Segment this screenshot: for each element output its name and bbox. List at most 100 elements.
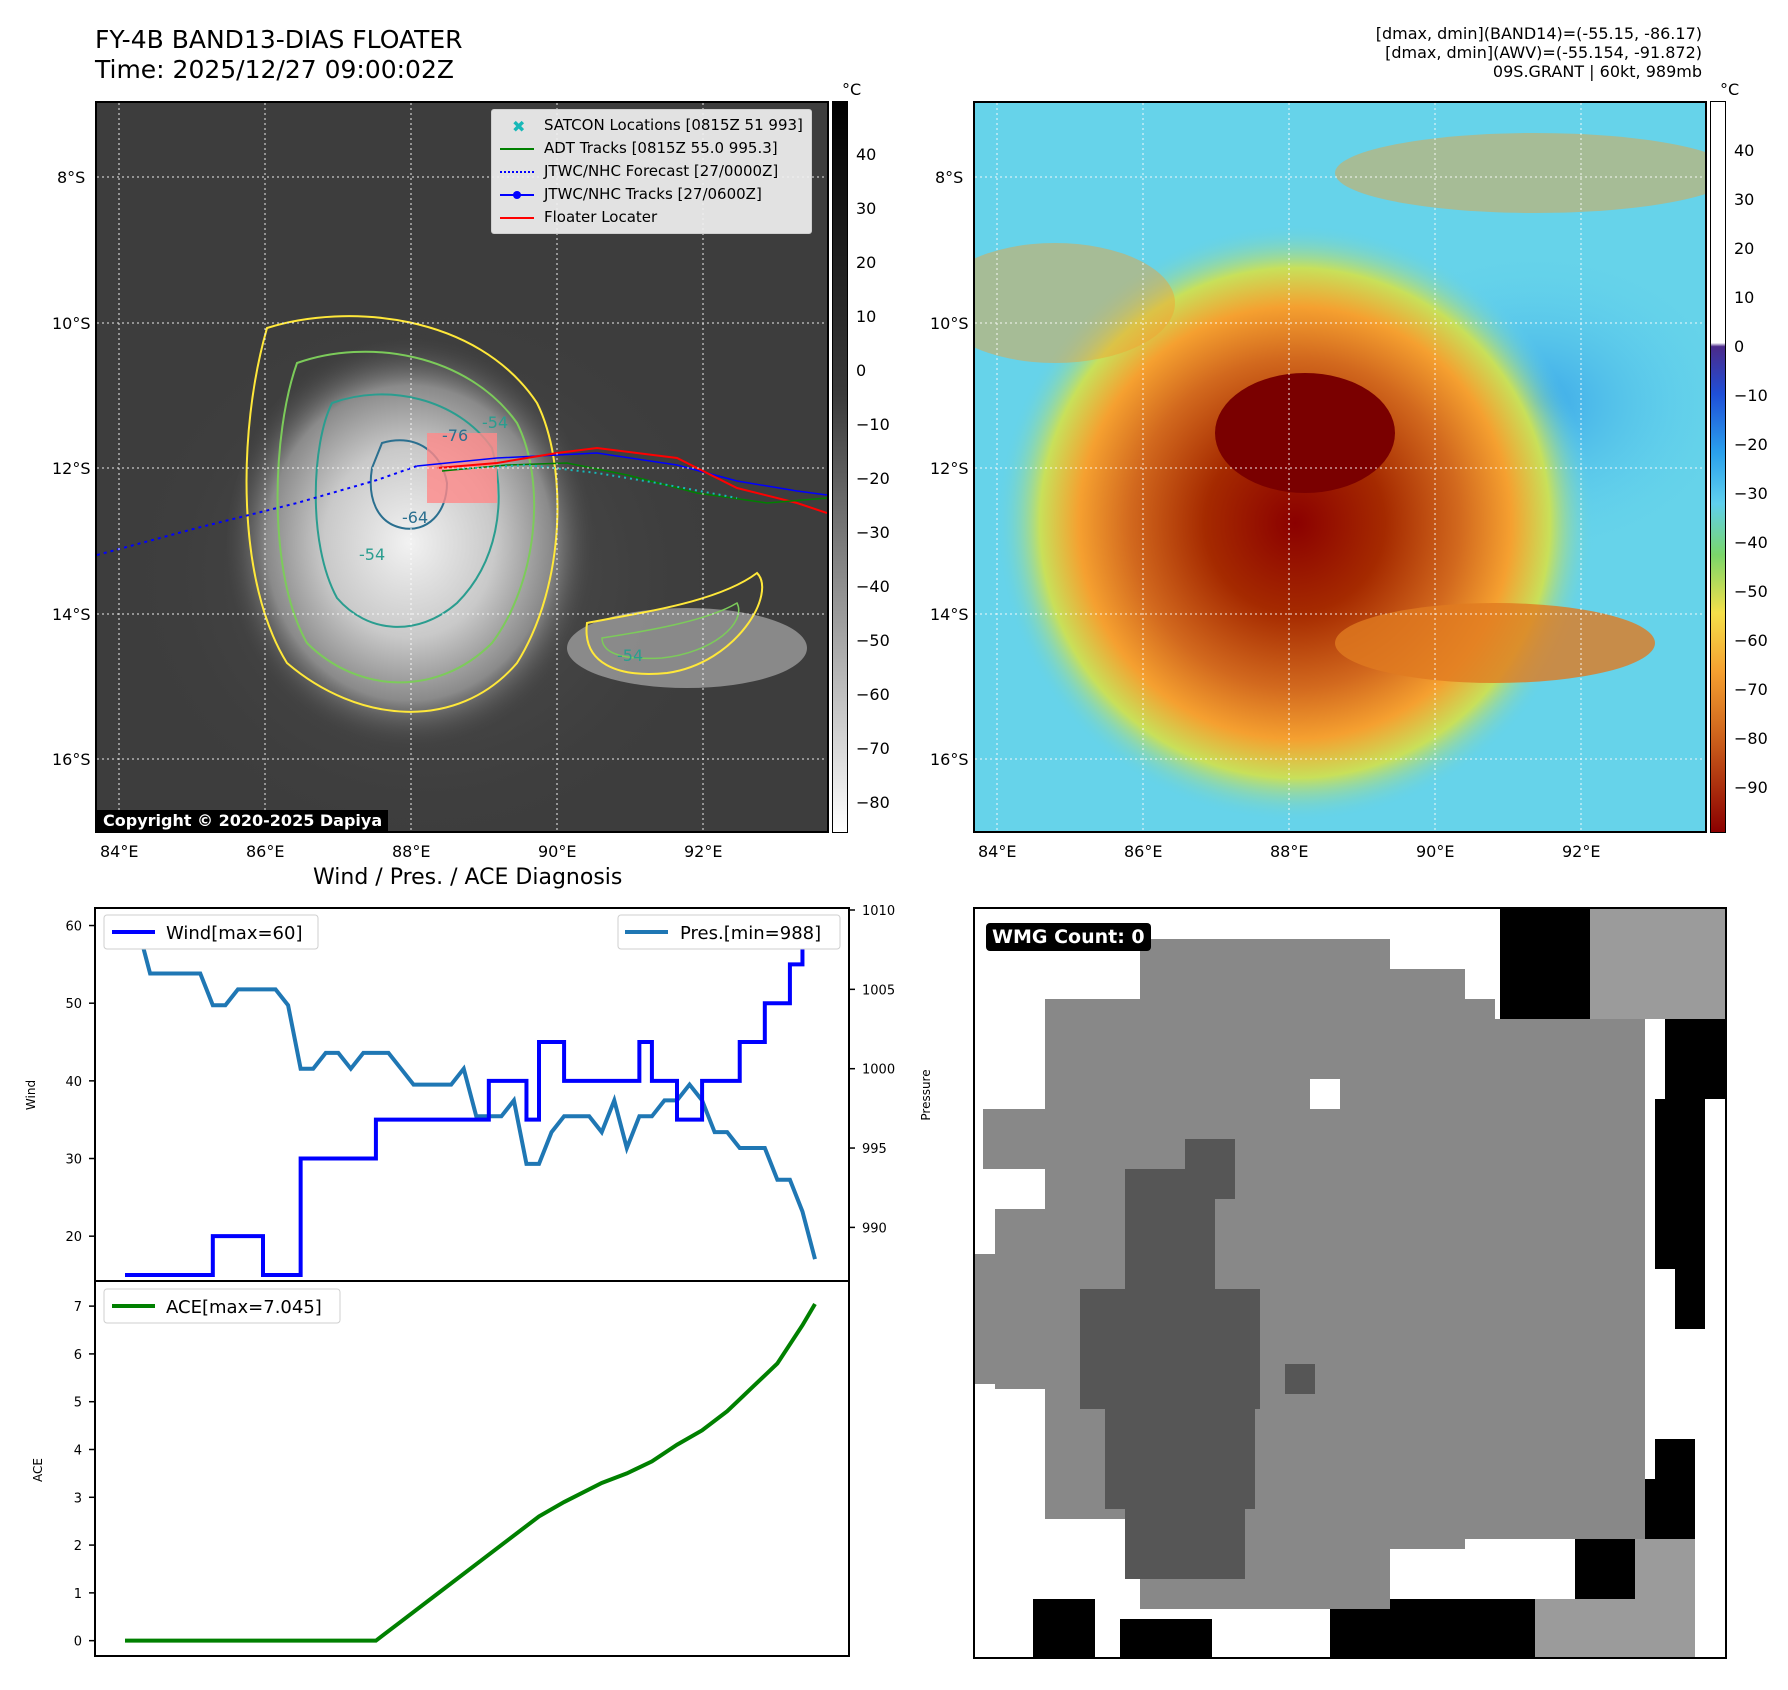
colorbar-tick: 0 <box>856 361 867 380</box>
lon-tick: 90°E <box>538 842 577 861</box>
wmg-svg <box>975 909 1725 1657</box>
wmg-light-gray-blocks <box>1535 909 1725 1657</box>
axis-tick-label: 60 <box>65 920 82 935</box>
contour-green <box>276 350 536 684</box>
axis-tick-label: 5 <box>74 1396 82 1411</box>
wind-axis-ticks: 20 30 40 50 60 <box>65 920 95 1245</box>
legend-item-jtwc-tracks: JTWC/NHC Tracks [27/0600Z] <box>500 183 803 206</box>
colorbar-tick: 40 <box>856 145 877 164</box>
contour-label: -76 <box>442 426 468 445</box>
lon-tick: 88°E <box>392 842 431 861</box>
lon-tick: 92°E <box>684 842 723 861</box>
axis-tick-label: 20 <box>65 1230 82 1245</box>
legend-item-jtwc-forecast: JTWC/NHC Forecast [27/0000Z] <box>500 160 803 183</box>
contour-band-yellow <box>585 571 763 675</box>
wind-legend: Wind[max=60] <box>103 914 319 950</box>
lon-tick: 86°E <box>1124 842 1163 861</box>
axis-tick-label: 6 <box>74 1348 82 1363</box>
lat-tick: 16°S <box>52 750 91 769</box>
lat-tick: 10°S <box>52 314 91 333</box>
contour-label: -54 <box>617 646 643 665</box>
ace-frame <box>94 1280 850 1657</box>
axis-tick-label: 4 <box>74 1443 82 1458</box>
axis-tick-label: 995 <box>862 1142 887 1157</box>
ir-colorbar-unit: °C <box>842 80 862 99</box>
axis-tick-label: 2 <box>74 1539 82 1554</box>
colorbar-tick: 10 <box>856 307 877 326</box>
awv-map-svg <box>975 103 1705 831</box>
colorbar-tick: 30 <box>1734 190 1755 209</box>
colorbar-tick: −90 <box>1734 778 1768 797</box>
awv-satellite-map <box>973 101 1707 833</box>
colorbar-tick: −10 <box>1734 386 1768 405</box>
ace-axis-ticks: 0 1 2 3 4 5 6 7 <box>74 1300 95 1650</box>
contour-label: -54 <box>482 413 508 432</box>
contour-label: -64 <box>402 508 428 527</box>
ace-legend: ACE[max=7.045] <box>103 1288 341 1324</box>
colorbar-tick: −30 <box>856 523 890 542</box>
ir-colorbar <box>832 101 848 833</box>
lon-tick: 84°E <box>100 842 139 861</box>
axis-tick-label: 1000 <box>862 1063 895 1078</box>
contour-label: -54 <box>359 545 385 564</box>
wmg-count-badge: WMG Count: 0 <box>986 923 1151 951</box>
jtwc-tracks <box>416 452 827 496</box>
lat-tick: 12°S <box>52 459 91 478</box>
contour-blue-inner <box>369 439 449 530</box>
colorbar-tick: 30 <box>856 199 877 218</box>
awv-colorbar-unit: °C <box>1720 80 1740 99</box>
legend-item-floater: Floater Locater <box>500 206 803 229</box>
adt-tracks <box>441 462 827 504</box>
colorbar-tick: −60 <box>1734 631 1768 650</box>
colorbar-tick: −70 <box>1734 680 1768 699</box>
pressure-series-line <box>125 923 817 1260</box>
wind-legend-label: Wind[max=60] <box>166 923 303 944</box>
wind-series-line <box>125 925 805 1277</box>
wmg-panel: WMG Count: 0 <box>973 907 1727 1659</box>
axis-tick-label: 50 <box>65 997 82 1012</box>
colorbar-tick: −50 <box>856 631 890 650</box>
ir-cloud-core <box>227 333 607 753</box>
lon-tick: 88°E <box>1270 842 1309 861</box>
colorbar-tick: 40 <box>1734 141 1755 160</box>
colorbar-tick: −80 <box>856 793 890 812</box>
lat-tick: 10°S <box>930 314 969 333</box>
ir-rainband <box>567 608 807 688</box>
wind-axis-label: Wind <box>24 1080 38 1110</box>
awv-rainband <box>1335 603 1655 683</box>
colorbar-tick: 10 <box>1734 288 1755 307</box>
colorbar-tick: 20 <box>1734 239 1755 258</box>
colorbar-tick: 20 <box>856 253 877 272</box>
awv-gridlines <box>975 103 1705 831</box>
axis-tick-label: 0 <box>74 1635 82 1650</box>
axis-tick-label: 1005 <box>862 983 895 998</box>
wmg-gray-region <box>975 939 1645 1609</box>
axis-tick-label: 7 <box>74 1300 82 1315</box>
lon-tick: 92°E <box>1562 842 1601 861</box>
pressure-axis-label: Pressure <box>919 1069 933 1120</box>
contour-teal <box>314 393 500 628</box>
floater-locater-line <box>436 446 827 514</box>
colorbar-tick: 0 <box>1734 337 1745 356</box>
lat-tick: 8°S <box>57 168 86 187</box>
colorbar-tick: −70 <box>856 739 890 758</box>
axis-tick-label: 1 <box>74 1587 82 1602</box>
track-legend: ✖ SATCON Locations [0815Z 51 993] ADT Tr… <box>491 109 812 234</box>
pressure-legend: Pres.[min=988] <box>617 914 841 950</box>
lon-tick: 90°E <box>1416 842 1455 861</box>
copyright-badge: Copyright © 2020-2025 Dapiya <box>97 810 389 831</box>
colorbar-tick: −10 <box>856 415 890 434</box>
lat-tick: 16°S <box>930 750 969 769</box>
ace-axis-label: ACE <box>31 1458 45 1482</box>
awv-colorbar <box>1710 101 1726 833</box>
awv-upper-band <box>1335 133 1705 213</box>
colorbar-tick: −40 <box>856 577 890 596</box>
colorbar-tick: −60 <box>856 685 890 704</box>
legend-item-adt: ADT Tracks [0815Z 55.0 995.3] <box>500 137 803 160</box>
pressure-axis-ticks: 990 995 1000 1005 1010 <box>849 904 895 1236</box>
axis-tick-label: 1010 <box>862 904 895 919</box>
lat-tick: 8°S <box>935 168 964 187</box>
pressure-legend-label: Pres.[min=988] <box>680 923 821 944</box>
colorbar-tick: −30 <box>1734 484 1768 503</box>
diagnosis-title: Wind / Pres. / ACE Diagnosis <box>313 865 623 890</box>
